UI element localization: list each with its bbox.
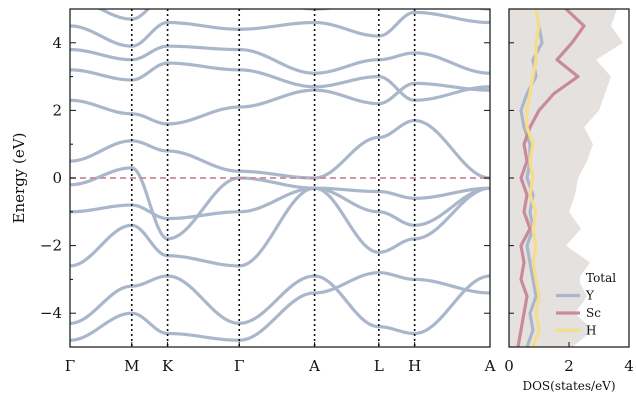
- k-tick-label: L: [374, 357, 384, 375]
- band-6: [70, 118, 490, 180]
- dos-tick-label: 2: [564, 357, 574, 375]
- legend-swatch-total: [556, 272, 580, 283]
- dos-axis-ticks: 0 2 4: [504, 42, 634, 375]
- dos-curves: [509, 9, 623, 347]
- dos-tick-label: 0: [504, 357, 514, 375]
- k-tick-label: A: [308, 357, 320, 375]
- k-tick-label: K: [162, 357, 174, 375]
- energy-tick-label: −2: [40, 237, 62, 255]
- band-lines: [70, 9, 490, 342]
- band-9: [70, 44, 490, 75]
- k-tick-label: A: [484, 357, 496, 375]
- k-tick-label: Γ: [234, 357, 244, 375]
- energy-tick-label: −4: [40, 304, 62, 322]
- dos-panel: 0 2 4 Total Y Sc H DOS(states/eV): [504, 8, 634, 393]
- band-7: [70, 81, 490, 126]
- energy-axis-title: Energy (eV): [10, 133, 28, 224]
- legend-label-total: Total: [586, 271, 616, 285]
- band-8: [70, 61, 490, 102]
- k-tick-label: H: [408, 357, 421, 375]
- legend-label-h: H: [586, 324, 596, 338]
- band-1: [70, 271, 490, 342]
- legend-label-y: Y: [585, 289, 595, 303]
- dos-series-h: [525, 9, 541, 347]
- band-11: [97, 9, 490, 21]
- k-tick-label: M: [124, 357, 139, 375]
- dos-series-sc: [516, 9, 586, 347]
- k-tick-label: Γ: [65, 357, 75, 375]
- dos-legend: Total Y Sc H: [556, 271, 616, 338]
- band-4: [70, 186, 490, 227]
- band-10: [70, 10, 490, 48]
- energy-tick-label: 2: [52, 101, 62, 119]
- band-2: [70, 274, 490, 336]
- band-5: [70, 166, 490, 241]
- dos-series-total: [509, 9, 623, 347]
- dos-tick-label: 4: [624, 357, 634, 375]
- energy-tick-label: 0: [52, 169, 62, 187]
- energy-tick-label: 4: [52, 34, 62, 52]
- high-symmetry-lines: [130, 9, 416, 347]
- band-3: [70, 186, 490, 268]
- band-structure-panel: −4 −2 0 2 4 Γ M K Γ A L H A Energy (eV): [10, 8, 496, 375]
- energy-axis-ticks: −4 −2 0 2 4: [40, 8, 490, 348]
- dos-axis-title: DOS(states/eV): [522, 379, 615, 393]
- legend-label-sc: Sc: [586, 306, 601, 320]
